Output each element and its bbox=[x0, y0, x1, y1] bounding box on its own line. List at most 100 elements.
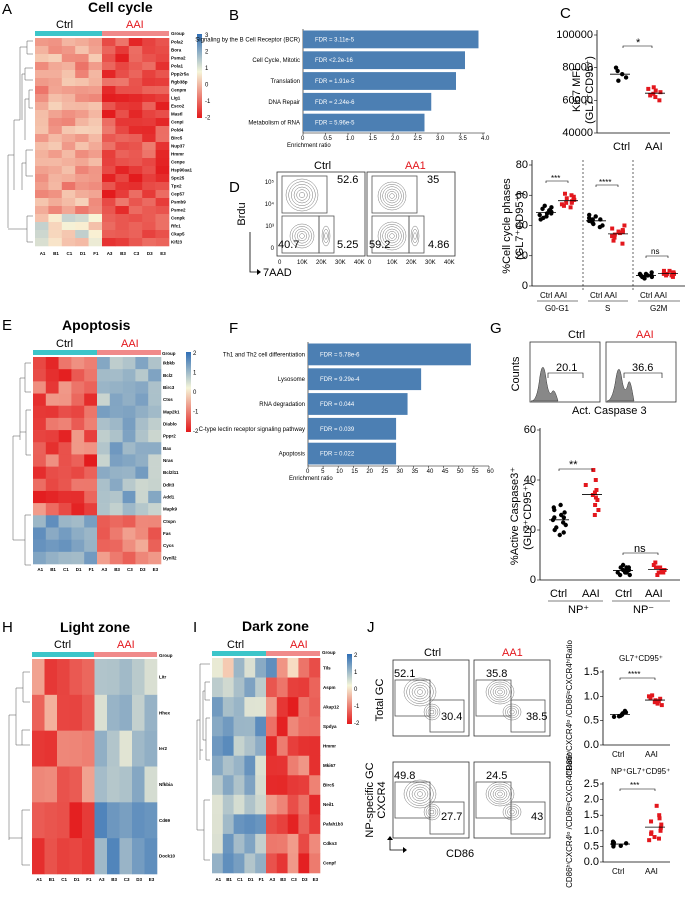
heatmap-cell bbox=[61, 150, 76, 159]
data-point bbox=[560, 520, 566, 525]
sample-label: B3 bbox=[120, 251, 126, 256]
scale-label: 0 bbox=[205, 83, 209, 89]
heatmap-cell bbox=[115, 150, 130, 159]
chart-f-xlabel: Enrichment ratio bbox=[289, 476, 333, 482]
heatmap-cell bbox=[276, 794, 288, 815]
data-point bbox=[659, 703, 664, 708]
heatmap-cell bbox=[35, 190, 49, 199]
heatmap-cell bbox=[222, 775, 234, 796]
heatmap-a-colorscale bbox=[197, 34, 202, 118]
heatmap-cell bbox=[58, 527, 72, 540]
sample-label: D1 bbox=[76, 567, 82, 572]
heatmap-cell bbox=[155, 158, 170, 167]
scale-label: -2 bbox=[354, 721, 360, 727]
sample-label: A1 bbox=[215, 877, 221, 882]
chart-g-sig-2: ns bbox=[634, 543, 646, 555]
gene-label: Aspm bbox=[323, 685, 336, 690]
heatmap-cell bbox=[233, 794, 245, 815]
heatmap-cell bbox=[128, 198, 143, 207]
tick-label: 80 bbox=[516, 159, 528, 171]
tick-label: 2.5 bbox=[414, 136, 423, 142]
heatmap-i-aai-label: AAI bbox=[290, 639, 308, 651]
data-point bbox=[649, 830, 654, 835]
heatmap-cell bbox=[135, 539, 149, 553]
heatmap-cell bbox=[128, 70, 143, 79]
data-point bbox=[596, 508, 601, 512]
heatmap-cell bbox=[109, 381, 123, 394]
heatmap-cell bbox=[45, 466, 59, 480]
heatmap-cell bbox=[45, 357, 59, 370]
tick-label: 0.0 bbox=[584, 739, 599, 751]
tick-label: 60000 bbox=[562, 94, 593, 106]
heatmap-cell bbox=[35, 206, 49, 215]
heatmap-cell bbox=[69, 766, 83, 803]
panel-label-g: G bbox=[490, 320, 502, 337]
heatmap-cell bbox=[128, 142, 143, 151]
heatmap-cell bbox=[107, 838, 120, 875]
chart-j2-cat-aai: AAI bbox=[645, 867, 658, 876]
heatmap-cell bbox=[115, 94, 130, 103]
heatmap-cell bbox=[45, 515, 59, 528]
tick-label: 20 bbox=[516, 250, 528, 262]
flow-d-arrow-head bbox=[257, 269, 261, 275]
data-point bbox=[620, 228, 625, 233]
heatmap-cell bbox=[115, 102, 130, 111]
data-point bbox=[658, 90, 663, 95]
heatmap-i-sample-labels: A1 B1 C1 D1 F1 A3 B3 C3 D3 E3 bbox=[215, 877, 318, 882]
heatmap-cell bbox=[115, 78, 130, 87]
flow-d-ctrl-val-br: 5.25 bbox=[337, 239, 358, 251]
heatmap-cell bbox=[276, 658, 288, 678]
sample-label: C3 bbox=[127, 567, 133, 572]
heatmap-h-gene-labels: Litr Hhex Ier2 Nfkbia Cd69 Dock10 bbox=[159, 674, 176, 858]
heatmap-i-ctrl-label: Ctrl bbox=[227, 639, 244, 651]
contour-line bbox=[488, 783, 512, 805]
tick-label: 1.5 bbox=[584, 809, 599, 821]
heatmap-cell bbox=[212, 677, 224, 698]
flow-d-contours bbox=[285, 178, 420, 251]
heatmap-cell bbox=[135, 417, 149, 431]
data-point bbox=[622, 223, 627, 228]
heatmap-cell bbox=[276, 697, 288, 717]
heatmap-cell bbox=[144, 802, 158, 839]
heatmap-cell bbox=[276, 853, 288, 874]
heatmap-cell bbox=[233, 716, 245, 737]
heatmap-cell bbox=[82, 694, 95, 731]
chart-c-ticks: 100000 80000 60000 40000 bbox=[556, 29, 597, 139]
contour-line bbox=[387, 231, 397, 241]
heatmap-cell bbox=[71, 454, 85, 467]
sample-label: A1 bbox=[40, 251, 46, 256]
heatmap-cell bbox=[132, 766, 145, 803]
chart-g-cat-1: Ctrl bbox=[550, 588, 567, 600]
heatmap-cell bbox=[58, 357, 72, 370]
heatmap-cell bbox=[88, 214, 103, 223]
data-point bbox=[653, 565, 658, 570]
heatmap-cell bbox=[109, 466, 123, 480]
heatmap-cell bbox=[58, 430, 72, 443]
heatmap-cell bbox=[88, 110, 103, 119]
heatmap-cell bbox=[57, 694, 70, 731]
heatmap-cell bbox=[115, 230, 130, 239]
data-point bbox=[559, 202, 564, 207]
chart-d-ticks: 80 60 40 20 0 bbox=[516, 159, 532, 292]
heatmap-cell bbox=[71, 551, 85, 565]
heatmap-cell bbox=[144, 659, 158, 696]
chart-d-sig-bracket-2 bbox=[595, 184, 619, 187]
heatmap-cell bbox=[61, 70, 76, 79]
heatmap-cell bbox=[88, 174, 103, 183]
heatmap-cell bbox=[71, 503, 85, 516]
chart-c-sig: * bbox=[636, 37, 641, 49]
heatmap-cell bbox=[142, 54, 156, 63]
heatmap-cell bbox=[48, 110, 63, 119]
heatmap-cell bbox=[212, 658, 224, 678]
heatmap-cell bbox=[309, 775, 321, 796]
heatmap-cell bbox=[69, 659, 83, 696]
gene-label: Rgb38p bbox=[171, 80, 188, 85]
chart-j1-points bbox=[610, 693, 665, 719]
contour-line bbox=[377, 181, 407, 211]
heatmap-cell bbox=[35, 214, 49, 223]
flow-tick-label: 30K bbox=[335, 260, 346, 266]
heatmap-cell bbox=[142, 158, 156, 167]
heatmap-cell bbox=[255, 775, 267, 796]
heatmap-cell bbox=[57, 659, 70, 696]
bar-fdr-label: FDR = 0.039 bbox=[320, 427, 355, 433]
